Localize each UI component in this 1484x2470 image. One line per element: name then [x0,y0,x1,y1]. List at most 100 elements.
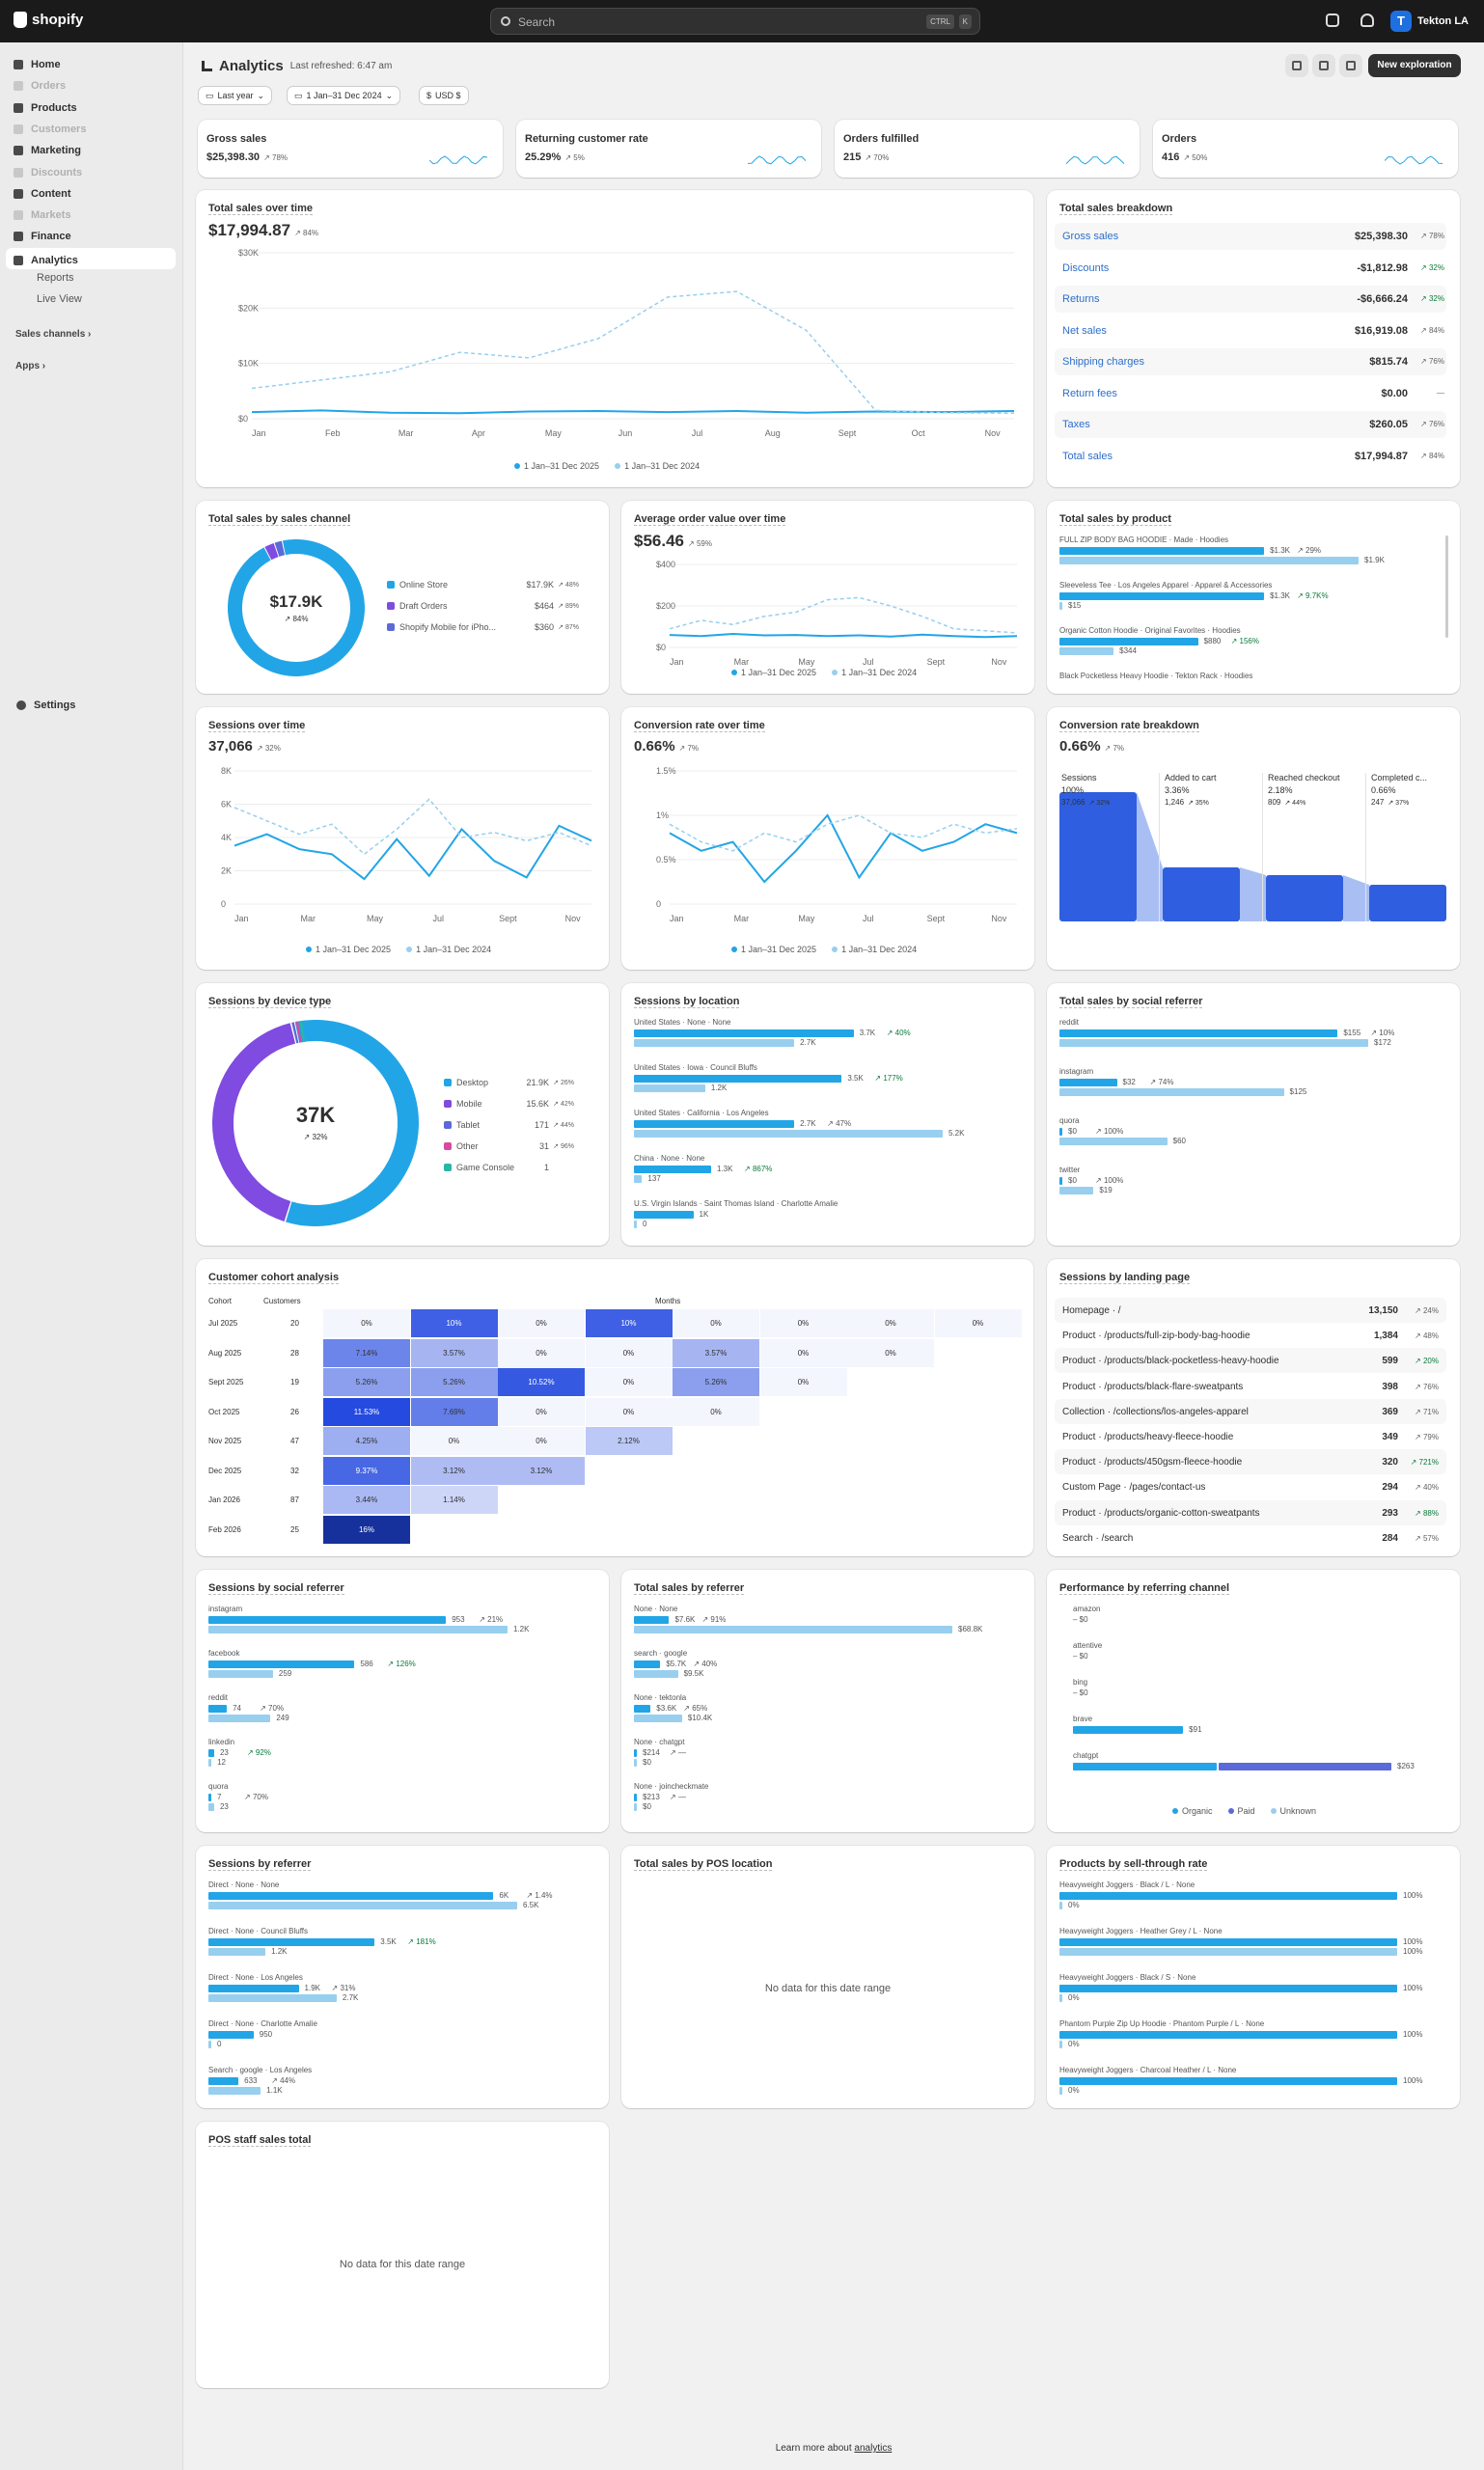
sessions-by-social-referrer-card[interactable]: Sessions by social referrer instagram 953… [196,1570,609,1832]
cohort-cell[interactable]: 0% [498,1427,585,1455]
sidebar-item-finance[interactable]: Finance [14,231,71,242]
store-icon[interactable] [1326,14,1339,27]
breakdown-row[interactable]: Net sales $16,919.08 ↗ 84% [1055,317,1446,344]
sidebar-item-settings[interactable]: Settings [16,700,75,711]
sales-by-channel-card[interactable]: Total sales by sales channel $17.9K ↗ 84… [196,501,609,694]
kpi-card[interactable]: Orders 416 ↗ 50% [1153,120,1458,178]
landing-page-row[interactable]: Product · /products/black-flare-sweatpan… [1055,1374,1446,1399]
breakdown-label[interactable]: Shipping charges [1062,356,1145,368]
breakdown-label[interactable]: Gross sales [1062,231,1119,242]
sidebar-item-orders[interactable]: Orders [14,80,66,92]
cohort-cell[interactable]: 3.57% [673,1338,759,1367]
search-input[interactable]: Search CTRL K [490,8,980,35]
cohort-cell[interactable]: 3.12% [410,1456,498,1485]
sidebar-item-content[interactable]: Content [14,188,71,200]
sidebar-item-discounts[interactable]: Discounts [14,167,82,178]
landing-page-row[interactable]: Search · /search 284 ↗ 57% [1055,1525,1446,1551]
sidebar-item-customers[interactable]: Customers [14,124,86,135]
sessions-by-device-card[interactable]: Sessions by device type 37K ↗ 32% Deskto… [196,983,609,1246]
kpi-card[interactable]: Returning customer rate 25.29% ↗ 5% [516,120,821,178]
store-switcher[interactable]: T Tekton LA [1390,11,1469,32]
sessions-by-location-card[interactable]: Sessions by location United States · Non… [621,983,1034,1246]
cohort-cell[interactable]: 10% [585,1309,673,1337]
period-button[interactable]: ▭ Last year ⌄ [198,86,273,105]
cohort-cell[interactable]: 11.53% [323,1397,410,1426]
breakdown-row[interactable]: Gross sales $25,398.30 ↗ 78% [1055,223,1446,250]
cohort-cell[interactable]: 0% [585,1397,673,1426]
landing-page-row[interactable]: Product · /products/450gsm-fleece-hoodie… [1055,1449,1446,1475]
analytics-link[interactable]: analytics [854,2443,893,2454]
total-sales-over-time-card[interactable]: Total sales over time $17,994.87 ↗ 84% $0… [196,190,1033,487]
breakdown-row[interactable]: Returns -$6,666.24 ↗ 32% [1055,286,1446,313]
cohort-cell[interactable]: 10% [410,1309,498,1337]
sidebar-item-reports[interactable]: Reports [37,272,74,284]
refresh-button[interactable] [1285,54,1308,77]
cohort-cell[interactable]: 3.44% [323,1486,410,1514]
cohort-cell[interactable]: 0% [585,1368,673,1396]
shopify-logo[interactable]: shopify [14,12,83,28]
landing-page-row[interactable]: Product · /products/organic-cotton-sweat… [1055,1499,1446,1525]
breakdown-row[interactable]: Total sales $17,994.87 ↗ 84% [1055,443,1446,470]
date-range-button[interactable]: ▭ 1 Jan–31 Dec 2024 ⌄ [287,86,401,105]
apps-link[interactable]: Apps › [15,361,46,371]
cohort-cell[interactable]: 0% [673,1397,759,1426]
new-exploration-button[interactable]: New exploration [1368,54,1461,77]
cohort-cell[interactable]: 0% [498,1397,585,1426]
cohort-cell[interactable]: 1.14% [410,1486,498,1514]
cohort-cell[interactable]: 0% [847,1338,934,1367]
breakdown-row[interactable]: Return fees $0.00 — [1055,380,1446,407]
cohort-cell[interactable]: 9.37% [323,1456,410,1485]
cohort-cell[interactable]: 3.12% [498,1456,585,1485]
cohort-cell[interactable]: 0% [759,1368,847,1396]
sessions-by-referrer-card[interactable]: Sessions by referrer Direct · None · Non… [196,1846,609,2108]
cohort-cell[interactable]: 0% [410,1427,498,1455]
cohort-analysis-card[interactable]: Customer cohort analysis Cohort Customer… [196,1259,1033,1556]
cohort-cell[interactable]: 4.25% [323,1427,410,1455]
cohort-cell[interactable]: 7.69% [410,1397,498,1426]
aov-card[interactable]: Average order value over time $56.46 ↗ 59… [621,501,1034,694]
cohort-cell[interactable]: 7.14% [323,1338,410,1367]
scrollbar[interactable] [1445,535,1448,638]
cohort-cell[interactable]: 10.52% [498,1368,585,1396]
landing-page-row[interactable]: Homepage · / 13,150 ↗ 24% [1055,1298,1446,1323]
landing-page-row[interactable]: Custom Page · /pages/contact-us 294 ↗ 40% [1055,1474,1446,1499]
sell-through-card[interactable]: Products by sell-through rate Heavyweigh… [1047,1846,1460,2108]
cohort-cell[interactable]: 0% [323,1309,410,1337]
total-sales-breakdown-card[interactable]: Total sales breakdown Gross sales $25,398… [1047,190,1460,487]
breakdown-label[interactable]: Net sales [1062,324,1107,337]
landing-page-row[interactable]: Collection · /collections/los-angeles-ap… [1055,1398,1446,1424]
breakdown-label[interactable]: Taxes [1062,419,1090,430]
bell-icon[interactable] [1360,14,1374,27]
landing-page-row[interactable]: Product · /products/black-pocketless-hea… [1055,1348,1446,1374]
sidebar-item-markets[interactable]: Markets [14,209,71,221]
cohort-cell[interactable]: 2.12% [585,1427,673,1455]
cohort-cell[interactable]: 0% [847,1309,934,1337]
cohort-cell[interactable]: 0% [934,1309,1022,1337]
conversion-rate-card[interactable]: Conversion rate over time 0.66% ↗ 7% 0 0.5… [621,707,1034,970]
sales-by-referrer-card[interactable]: Total sales by referrer None · None $7.6K… [621,1570,1034,1832]
edit-button[interactable] [1339,54,1362,77]
cohort-cell[interactable]: 0% [759,1338,847,1367]
cohort-cell[interactable]: 5.26% [410,1368,498,1396]
sidebar-item-marketing[interactable]: Marketing [14,145,81,156]
cohort-cell[interactable]: 16% [323,1515,410,1544]
cohort-cell[interactable]: 0% [498,1309,585,1337]
sidebar-item-home[interactable]: Home [14,59,61,70]
breakdown-label[interactable]: Discounts [1062,261,1110,274]
breakdown-row[interactable]: Discounts -$1,812.98 ↗ 32% [1055,255,1446,282]
cohort-cell[interactable]: 5.26% [673,1368,759,1396]
sidebar-item-products[interactable]: Products [14,102,77,114]
performance-by-referring-channel-card[interactable]: Performance by referring channel amazon –… [1047,1570,1460,1832]
fullscreen-button[interactable] [1312,54,1335,77]
cohort-cell[interactable]: 0% [498,1338,585,1367]
cohort-cell[interactable]: 0% [585,1338,673,1367]
sales-by-pos-location-card[interactable]: Total sales by POS location No data for … [621,1846,1034,2108]
sessions-over-time-card[interactable]: Sessions over time 37,066 ↗ 32% 0 2K 4K 6K 8K… [196,707,609,970]
currency-button[interactable]: $ USD $ [419,86,469,105]
kpi-card[interactable]: Orders fulfilled 215 ↗ 70% [835,120,1140,178]
cohort-cell[interactable]: 0% [673,1309,759,1337]
sales-channels-link[interactable]: Sales channels › [15,329,92,340]
landing-page-row[interactable]: Product · /products/full-zip-body-bag-ho… [1055,1323,1446,1348]
sessions-by-landing-page-card[interactable]: Sessions by landing page Homepage · / 13,… [1047,1259,1460,1556]
sales-by-product-card[interactable]: Total sales by product FULL ZIP BODY BAG… [1047,501,1460,694]
